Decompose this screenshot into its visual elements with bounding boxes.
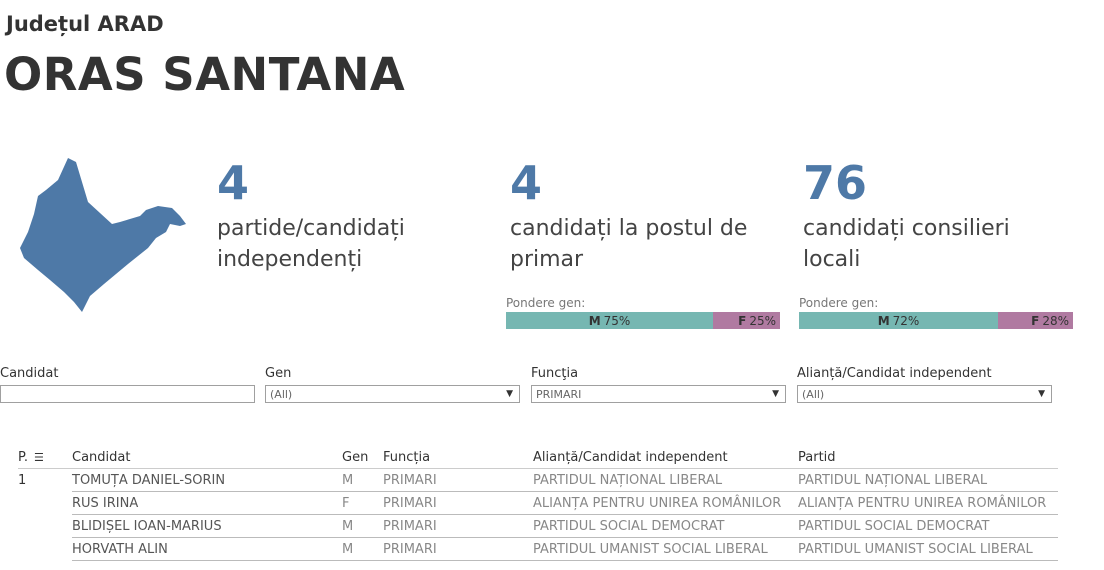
cell-candidat: RUS IRINA	[72, 491, 342, 515]
cell-gen: M	[342, 468, 383, 492]
chevron-down-icon[interactable]: ▼	[506, 389, 513, 399]
cell-partid: PARTIDUL UMANIST SOCIAL LIBERAL	[798, 537, 1058, 561]
sort-icon[interactable]: ☰	[33, 450, 44, 464]
filter-functia-label: Funcţia	[531, 366, 579, 381]
stat-mayor-value: 4	[510, 156, 543, 210]
alianta-dropdown-value: (All)	[802, 388, 825, 401]
functia-dropdown-value: PRIMARI	[536, 388, 582, 401]
cell-candidat: BLIDIȘEL IOAN-MARIUS	[72, 514, 342, 538]
cell-gen: M	[342, 514, 383, 538]
cell-alianta: PARTIDUL UMANIST SOCIAL LIBERAL	[533, 537, 798, 561]
cell-p	[18, 515, 72, 538]
city-title: ORAS SANTANA	[4, 48, 406, 101]
col-header-partid[interactable]: Partid	[798, 446, 1058, 469]
table-row[interactable]: RUS IRINA F PRIMARI ALIANȚA PENTRU UNIRE…	[18, 491, 1058, 515]
filter-gen-label: Gen	[265, 366, 292, 381]
stat-parties-label: partide/candidați independenți	[217, 216, 405, 272]
cell-gen: M	[342, 537, 383, 561]
gender-share-mayor: Pondere gen: M 75% F 25%	[506, 296, 780, 329]
filter-candidat-label: Candidat	[0, 366, 59, 381]
stat-councillor-value: 76	[803, 156, 868, 210]
col-header-gen[interactable]: Gen	[342, 446, 383, 469]
alianta-dropdown[interactable]: (All) ▼	[797, 385, 1052, 403]
female-letter: F	[738, 313, 747, 328]
stat-councillor-label: candidați consilieri locali	[803, 216, 1010, 272]
stat-parties-value: 4	[217, 156, 250, 210]
candidat-search-input[interactable]	[0, 385, 255, 403]
stat-mayor-candidates: 4 candidați la postul de primar	[510, 157, 780, 275]
functia-dropdown[interactable]: PRIMARI ▼	[531, 385, 786, 403]
male-letter: M	[877, 313, 890, 328]
male-pct: 72%	[892, 313, 920, 328]
gen-dropdown-value: (All)	[270, 388, 293, 401]
gender-bar-male[interactable]: M 72%	[799, 312, 998, 329]
cell-functia: PRIMARI	[383, 537, 533, 561]
female-letter: F	[1031, 313, 1040, 328]
cell-gen: F	[342, 491, 383, 515]
locality-map-shape[interactable]	[16, 152, 188, 318]
gender-caption: Pondere gen:	[799, 296, 879, 310]
candidates-table: P. ☰ Candidat Gen Funcția Alianță/Candida…	[18, 446, 1058, 561]
stat-councillor-candidates: 76 candidați consilieri locali	[803, 157, 1073, 275]
cell-partid: ALIANȚA PENTRU UNIREA ROMÂNILOR	[798, 491, 1058, 515]
cell-functia: PRIMARI	[383, 491, 533, 515]
table-row[interactable]: 1 TOMUȚA DANIEL-SORIN M PRIMARI PARTIDUL…	[18, 468, 1058, 492]
col-header-alianta[interactable]: Alianță/Candidat independent	[533, 446, 798, 469]
chevron-down-icon[interactable]: ▼	[1038, 389, 1045, 399]
cell-p: 1	[18, 472, 27, 488]
filter-gen: Gen (All) ▼	[265, 366, 520, 403]
col-header-functia[interactable]: Funcția	[383, 446, 533, 469]
locality-shape-icon	[20, 158, 186, 312]
gender-bar[interactable]: M 72% F 28%	[799, 312, 1073, 329]
cell-alianta: PARTIDUL SOCIAL DEMOCRAT	[533, 514, 798, 538]
cell-functia: PRIMARI	[383, 468, 533, 492]
cell-candidat: HORVATH ALIN	[72, 537, 342, 561]
gender-bar-female[interactable]: F 28%	[998, 312, 1073, 329]
col-header-candidat[interactable]: Candidat	[72, 446, 342, 469]
county-title: Județul ARAD	[6, 12, 164, 36]
filter-alianta-label: Alianță/Candidat independent	[797, 366, 992, 381]
filter-functia: Funcţia PRIMARI ▼	[531, 366, 786, 403]
cell-p	[18, 538, 72, 561]
gen-dropdown[interactable]: (All) ▼	[265, 385, 520, 403]
cell-alianta: PARTIDUL NAȚIONAL LIBERAL	[533, 468, 798, 492]
cell-functia: PRIMARI	[383, 514, 533, 538]
filter-alianta: Alianță/Candidat independent (All) ▼	[797, 366, 1052, 403]
gender-caption: Pondere gen:	[506, 296, 586, 310]
cell-alianta: ALIANȚA PENTRU UNIREA ROMÂNILOR	[533, 491, 798, 515]
chevron-down-icon[interactable]: ▼	[772, 389, 779, 399]
filter-candidat: Candidat	[0, 366, 255, 403]
gender-bar[interactable]: M 75% F 25%	[506, 312, 780, 329]
cell-partid: PARTIDUL NAȚIONAL LIBERAL	[798, 468, 1058, 492]
cell-candidat: TOMUȚA DANIEL-SORIN	[72, 468, 342, 492]
cell-p	[18, 492, 72, 515]
gender-bar-female[interactable]: F 25%	[713, 312, 780, 329]
gender-share-councillors: Pondere gen: M 72% F 28%	[799, 296, 1073, 329]
male-letter: M	[588, 313, 601, 328]
table-row[interactable]: BLIDIȘEL IOAN-MARIUS M PRIMARI PARTIDUL …	[18, 514, 1058, 538]
col-header-p[interactable]: P. ☰	[18, 446, 72, 469]
male-pct: 75%	[603, 313, 631, 328]
table-row[interactable]: HORVATH ALIN M PRIMARI PARTIDUL UMANIST …	[18, 537, 1058, 561]
gender-bar-male[interactable]: M 75%	[506, 312, 713, 329]
stat-parties: 4 partide/candidați independenți	[217, 157, 467, 275]
stat-mayor-label: candidați la postul de primar	[510, 216, 748, 272]
female-pct: 25%	[749, 313, 776, 328]
female-pct: 28%	[1042, 313, 1069, 328]
cell-partid: PARTIDUL SOCIAL DEMOCRAT	[798, 514, 1058, 538]
